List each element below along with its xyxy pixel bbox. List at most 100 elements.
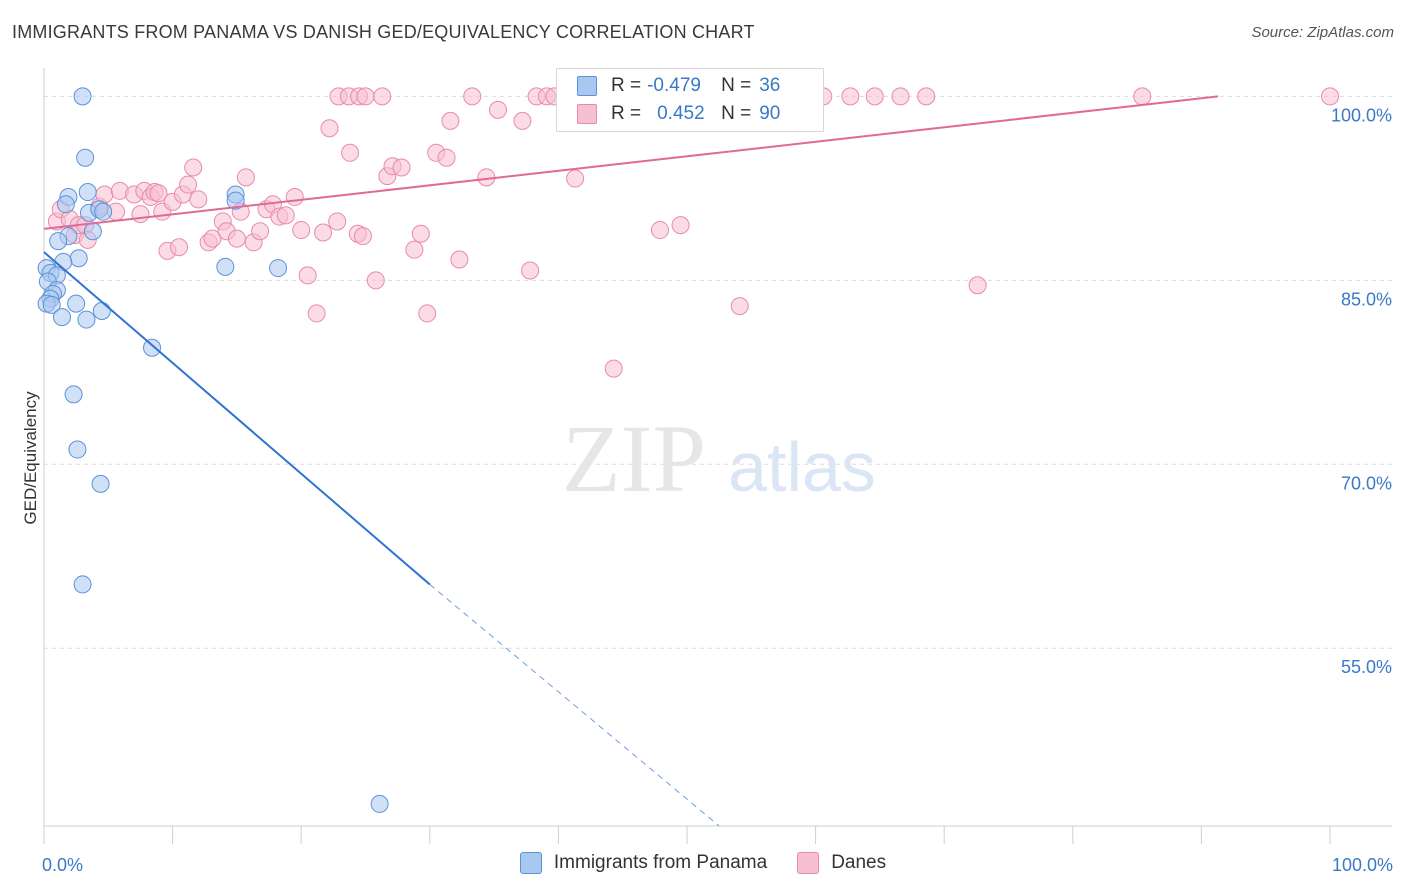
legend-label-danes: Danes xyxy=(831,852,887,873)
point-danes xyxy=(285,187,304,206)
legend-swatch-panama xyxy=(519,852,542,874)
legend-r-label: R = xyxy=(611,103,642,124)
trend-line-panama xyxy=(43,251,431,586)
point-panama xyxy=(78,183,97,202)
point-panama xyxy=(68,440,87,459)
legend-r-value: 0.452 xyxy=(657,103,705,124)
point-danes xyxy=(418,304,437,323)
point-panama xyxy=(216,257,235,276)
legend-swatch-panama xyxy=(577,76,597,96)
legend-r-label: R = xyxy=(611,75,642,96)
point-panama xyxy=(370,794,389,813)
point-danes xyxy=(488,100,507,119)
point-danes xyxy=(328,212,347,231)
gridlines xyxy=(44,95,1392,649)
trend-line-panama-extension xyxy=(429,584,720,827)
point-danes xyxy=(314,223,333,242)
y-tick-label: 85.0% xyxy=(1341,289,1392,309)
trend-line-danes xyxy=(43,95,1219,230)
tick-labels: 55.0% 70.0% 85.0% 100.0% 0.0% 100.0% GED… xyxy=(21,105,1393,875)
point-danes xyxy=(566,169,585,188)
point-danes xyxy=(865,87,884,106)
y-tick-label: 55.0% xyxy=(1341,657,1392,677)
y-axis-label: GED/Equivalency xyxy=(21,391,40,525)
watermark: ZIP atlas xyxy=(562,405,876,512)
point-danes xyxy=(236,168,255,187)
series-legend: Immigrants from Panama Danes xyxy=(0,852,1406,874)
point-danes xyxy=(189,190,208,209)
point-danes xyxy=(513,111,532,130)
point-panama xyxy=(91,474,110,493)
point-panama xyxy=(53,308,72,327)
point-panama xyxy=(49,232,68,251)
legend-label-panama: Immigrants from Panama xyxy=(553,852,768,873)
series-danes-points xyxy=(47,87,1339,378)
point-danes xyxy=(917,87,936,106)
correlation-legend: R = -0.479 N = 36 R = 0.452 N = 90 xyxy=(556,68,824,132)
point-danes xyxy=(179,175,198,194)
point-panama xyxy=(56,195,75,214)
point-danes xyxy=(170,238,189,257)
point-danes xyxy=(373,87,392,106)
legend-n-label: N = xyxy=(721,75,752,96)
point-danes xyxy=(463,87,482,106)
point-panama xyxy=(64,385,83,404)
point-danes xyxy=(353,227,372,246)
point-danes xyxy=(227,229,246,248)
point-danes xyxy=(604,359,623,378)
point-danes xyxy=(203,229,222,248)
point-panama xyxy=(92,301,111,320)
point-panama xyxy=(226,191,245,210)
legend-swatch-danes xyxy=(797,852,820,874)
point-panama xyxy=(83,222,102,241)
point-danes xyxy=(521,261,540,280)
point-danes xyxy=(1133,87,1152,106)
point-danes xyxy=(671,216,690,235)
point-panama xyxy=(42,295,61,314)
point-panama xyxy=(94,202,113,221)
point-panama xyxy=(73,575,92,594)
point-danes xyxy=(968,276,987,295)
legend-item-danes: Danes xyxy=(797,852,886,874)
point-panama xyxy=(269,259,288,278)
chart-title: IMMIGRANTS FROM PANAMA VS DANISH GED/EQU… xyxy=(12,22,755,42)
legend-n-value: 90 xyxy=(759,103,781,124)
point-danes xyxy=(292,221,311,240)
watermark-atlas: atlas xyxy=(728,428,876,506)
point-danes xyxy=(405,240,424,259)
watermark-zip: ZIP xyxy=(562,405,706,512)
point-danes xyxy=(450,250,469,269)
x-tick-label-max: 100.0% xyxy=(1332,855,1393,875)
y-tick-label: 70.0% xyxy=(1341,473,1392,493)
legend-row-danes: R = 0.452 N = 90 xyxy=(577,102,780,126)
point-danes xyxy=(891,87,910,106)
point-danes xyxy=(441,111,460,130)
point-danes xyxy=(276,206,295,225)
point-danes xyxy=(411,224,430,243)
point-danes xyxy=(366,271,385,290)
legend-r-value: -0.479 xyxy=(647,75,701,96)
point-danes xyxy=(298,266,317,285)
point-panama xyxy=(69,249,88,268)
legend-item-panama: Immigrants from Panama xyxy=(519,852,768,874)
x-tick-label-min: 0.0% xyxy=(42,855,83,875)
source-credit: Source: ZipAtlas.com xyxy=(1251,24,1394,41)
legend-n-label: N = xyxy=(721,103,752,124)
legend-row-panama: R = -0.479 N = 36 xyxy=(577,74,780,98)
point-panama xyxy=(77,310,96,329)
series-panama-points xyxy=(37,87,389,813)
point-danes xyxy=(184,158,203,177)
trend-lines xyxy=(43,95,1219,827)
point-danes xyxy=(650,221,669,240)
point-danes xyxy=(341,143,360,162)
point-danes xyxy=(320,119,339,138)
point-danes xyxy=(437,148,456,167)
point-danes xyxy=(730,297,749,316)
point-panama xyxy=(67,294,86,313)
point-danes xyxy=(131,205,150,224)
point-danes xyxy=(307,304,326,323)
point-danes xyxy=(1321,87,1339,106)
point-danes xyxy=(251,222,270,241)
point-panama xyxy=(76,148,95,167)
